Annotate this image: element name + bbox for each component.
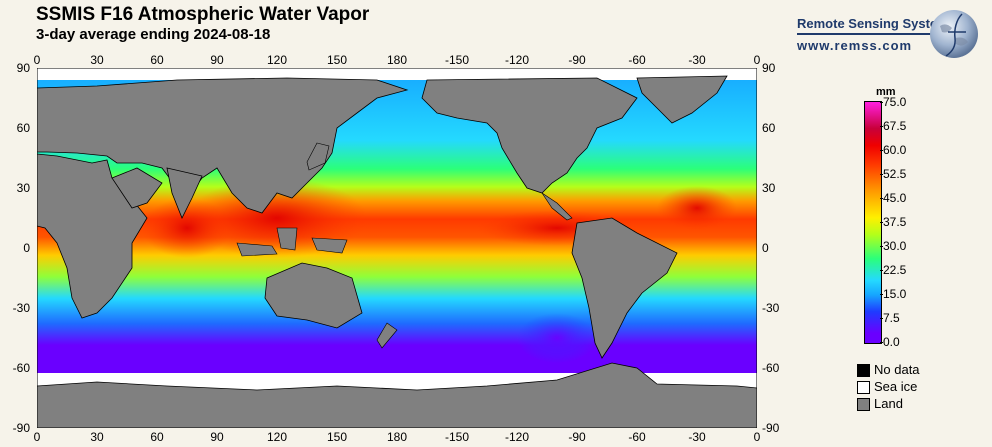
lon-tick-label-top: -60: [628, 53, 646, 67]
colorbar-tick-mark: [880, 318, 883, 319]
colorbar-tick-mark: [880, 126, 883, 127]
colorbar-tick-label: 75.0: [883, 95, 907, 109]
colorbar-tick-mark: [880, 174, 883, 175]
lat-tick-label-right: 0: [762, 241, 769, 255]
colorbar-tick-mark: [880, 246, 883, 247]
lon-tick-label-bottom: 150: [326, 430, 348, 444]
lat-tick-label-left: 0: [23, 241, 30, 255]
legend-swatch: [857, 398, 870, 411]
lat-tick-label-right: -90: [762, 421, 780, 435]
lon-tick-label-bottom: 120: [266, 430, 288, 444]
lon-tick-label-top: 0: [753, 53, 761, 67]
lon-tick-label-bottom: 90: [210, 430, 224, 444]
lat-tick-label-left: 90: [16, 61, 30, 75]
colorbar-tick-mark: [880, 150, 883, 151]
lon-tick-label-top: 0: [33, 53, 41, 67]
lon-tick-label-bottom: -30: [688, 430, 706, 444]
colorbar-tick-mark: [880, 294, 883, 295]
legend-label: No data: [874, 362, 920, 377]
colorbar-tick-mark: [880, 102, 883, 103]
colorbar-tick-label: 7.5: [883, 311, 900, 325]
colorbar-tick-label: 60.0: [883, 143, 907, 157]
colorbar-tick-mark: [880, 270, 883, 271]
legend-label: Land: [874, 396, 903, 411]
lon-tick-label-bottom: -150: [444, 430, 470, 444]
lon-tick-label-top: 60: [150, 53, 164, 67]
lat-tick-label-left: 60: [16, 121, 30, 135]
colorbar-tick-label: 22.5: [883, 263, 907, 277]
lon-tick-label-top: -150: [444, 53, 470, 67]
lat-tick-label-right: 90: [762, 61, 776, 75]
colorbar-tick-label: 0.0: [883, 335, 900, 349]
colorbar-tick-mark: [880, 198, 883, 199]
lon-tick-label-bottom: 30: [90, 430, 104, 444]
water-vapor-map: [37, 68, 757, 428]
colorbar-tick-label: 15.0: [883, 287, 907, 301]
lon-tick-label-top: -120: [504, 53, 530, 67]
lat-tick-label-left: -60: [12, 361, 30, 375]
colorbar-tick-mark: [880, 222, 883, 223]
lon-tick-label-bottom: 0: [753, 430, 761, 444]
lon-tick-label-top: -90: [568, 53, 586, 67]
lon-tick-label-top: 30: [90, 53, 104, 67]
lon-tick-label-bottom: 180: [386, 430, 408, 444]
lon-tick-label-top: 150: [326, 53, 348, 67]
lon-tick-label-top: -30: [688, 53, 706, 67]
legend-swatch: [857, 381, 870, 394]
lat-tick-label-right: -30: [762, 301, 780, 315]
brand-name: Remote Sensing Systems: [797, 16, 956, 31]
legend-label: Sea ice: [874, 379, 918, 394]
lon-tick-label-bottom: -120: [504, 430, 530, 444]
lon-tick-label-bottom: -90: [568, 430, 586, 444]
lat-tick-label-left: -90: [12, 421, 30, 435]
colorbar-tick-label: 45.0: [883, 191, 907, 205]
lon-tick-label-bottom: 60: [150, 430, 164, 444]
colorbar-tick-label: 30.0: [883, 239, 907, 253]
lon-tick-label-top: 90: [210, 53, 224, 67]
lon-tick-label-top: 180: [386, 53, 408, 67]
lat-tick-label-right: 60: [762, 121, 776, 135]
globe-logo-icon: [930, 10, 978, 58]
colorbar-tick-label: 67.5: [883, 119, 907, 133]
brand-divider: [797, 33, 952, 35]
map-subtitle: 3-day average ending 2024-08-18: [36, 26, 271, 43]
lon-tick-label-top: 120: [266, 53, 288, 67]
colorbar-unit: mm: [876, 86, 896, 98]
map-title: SSMIS F16 Atmospheric Water Vapor: [36, 4, 370, 25]
brand-url: www.remss.com: [797, 38, 913, 53]
lat-tick-label-left: -30: [12, 301, 30, 315]
colorbar-tick-label: 52.5: [883, 167, 907, 181]
colorbar-tick-label: 37.5: [883, 215, 907, 229]
colorbar-tick-mark: [880, 342, 883, 343]
lon-tick-label-bottom: 0: [33, 430, 41, 444]
legend-swatch: [857, 364, 870, 377]
lat-tick-label-right: 30: [762, 181, 776, 195]
lat-tick-label-right: -60: [762, 361, 780, 375]
lat-tick-label-left: 30: [16, 181, 30, 195]
lon-tick-label-bottom: -60: [628, 430, 646, 444]
